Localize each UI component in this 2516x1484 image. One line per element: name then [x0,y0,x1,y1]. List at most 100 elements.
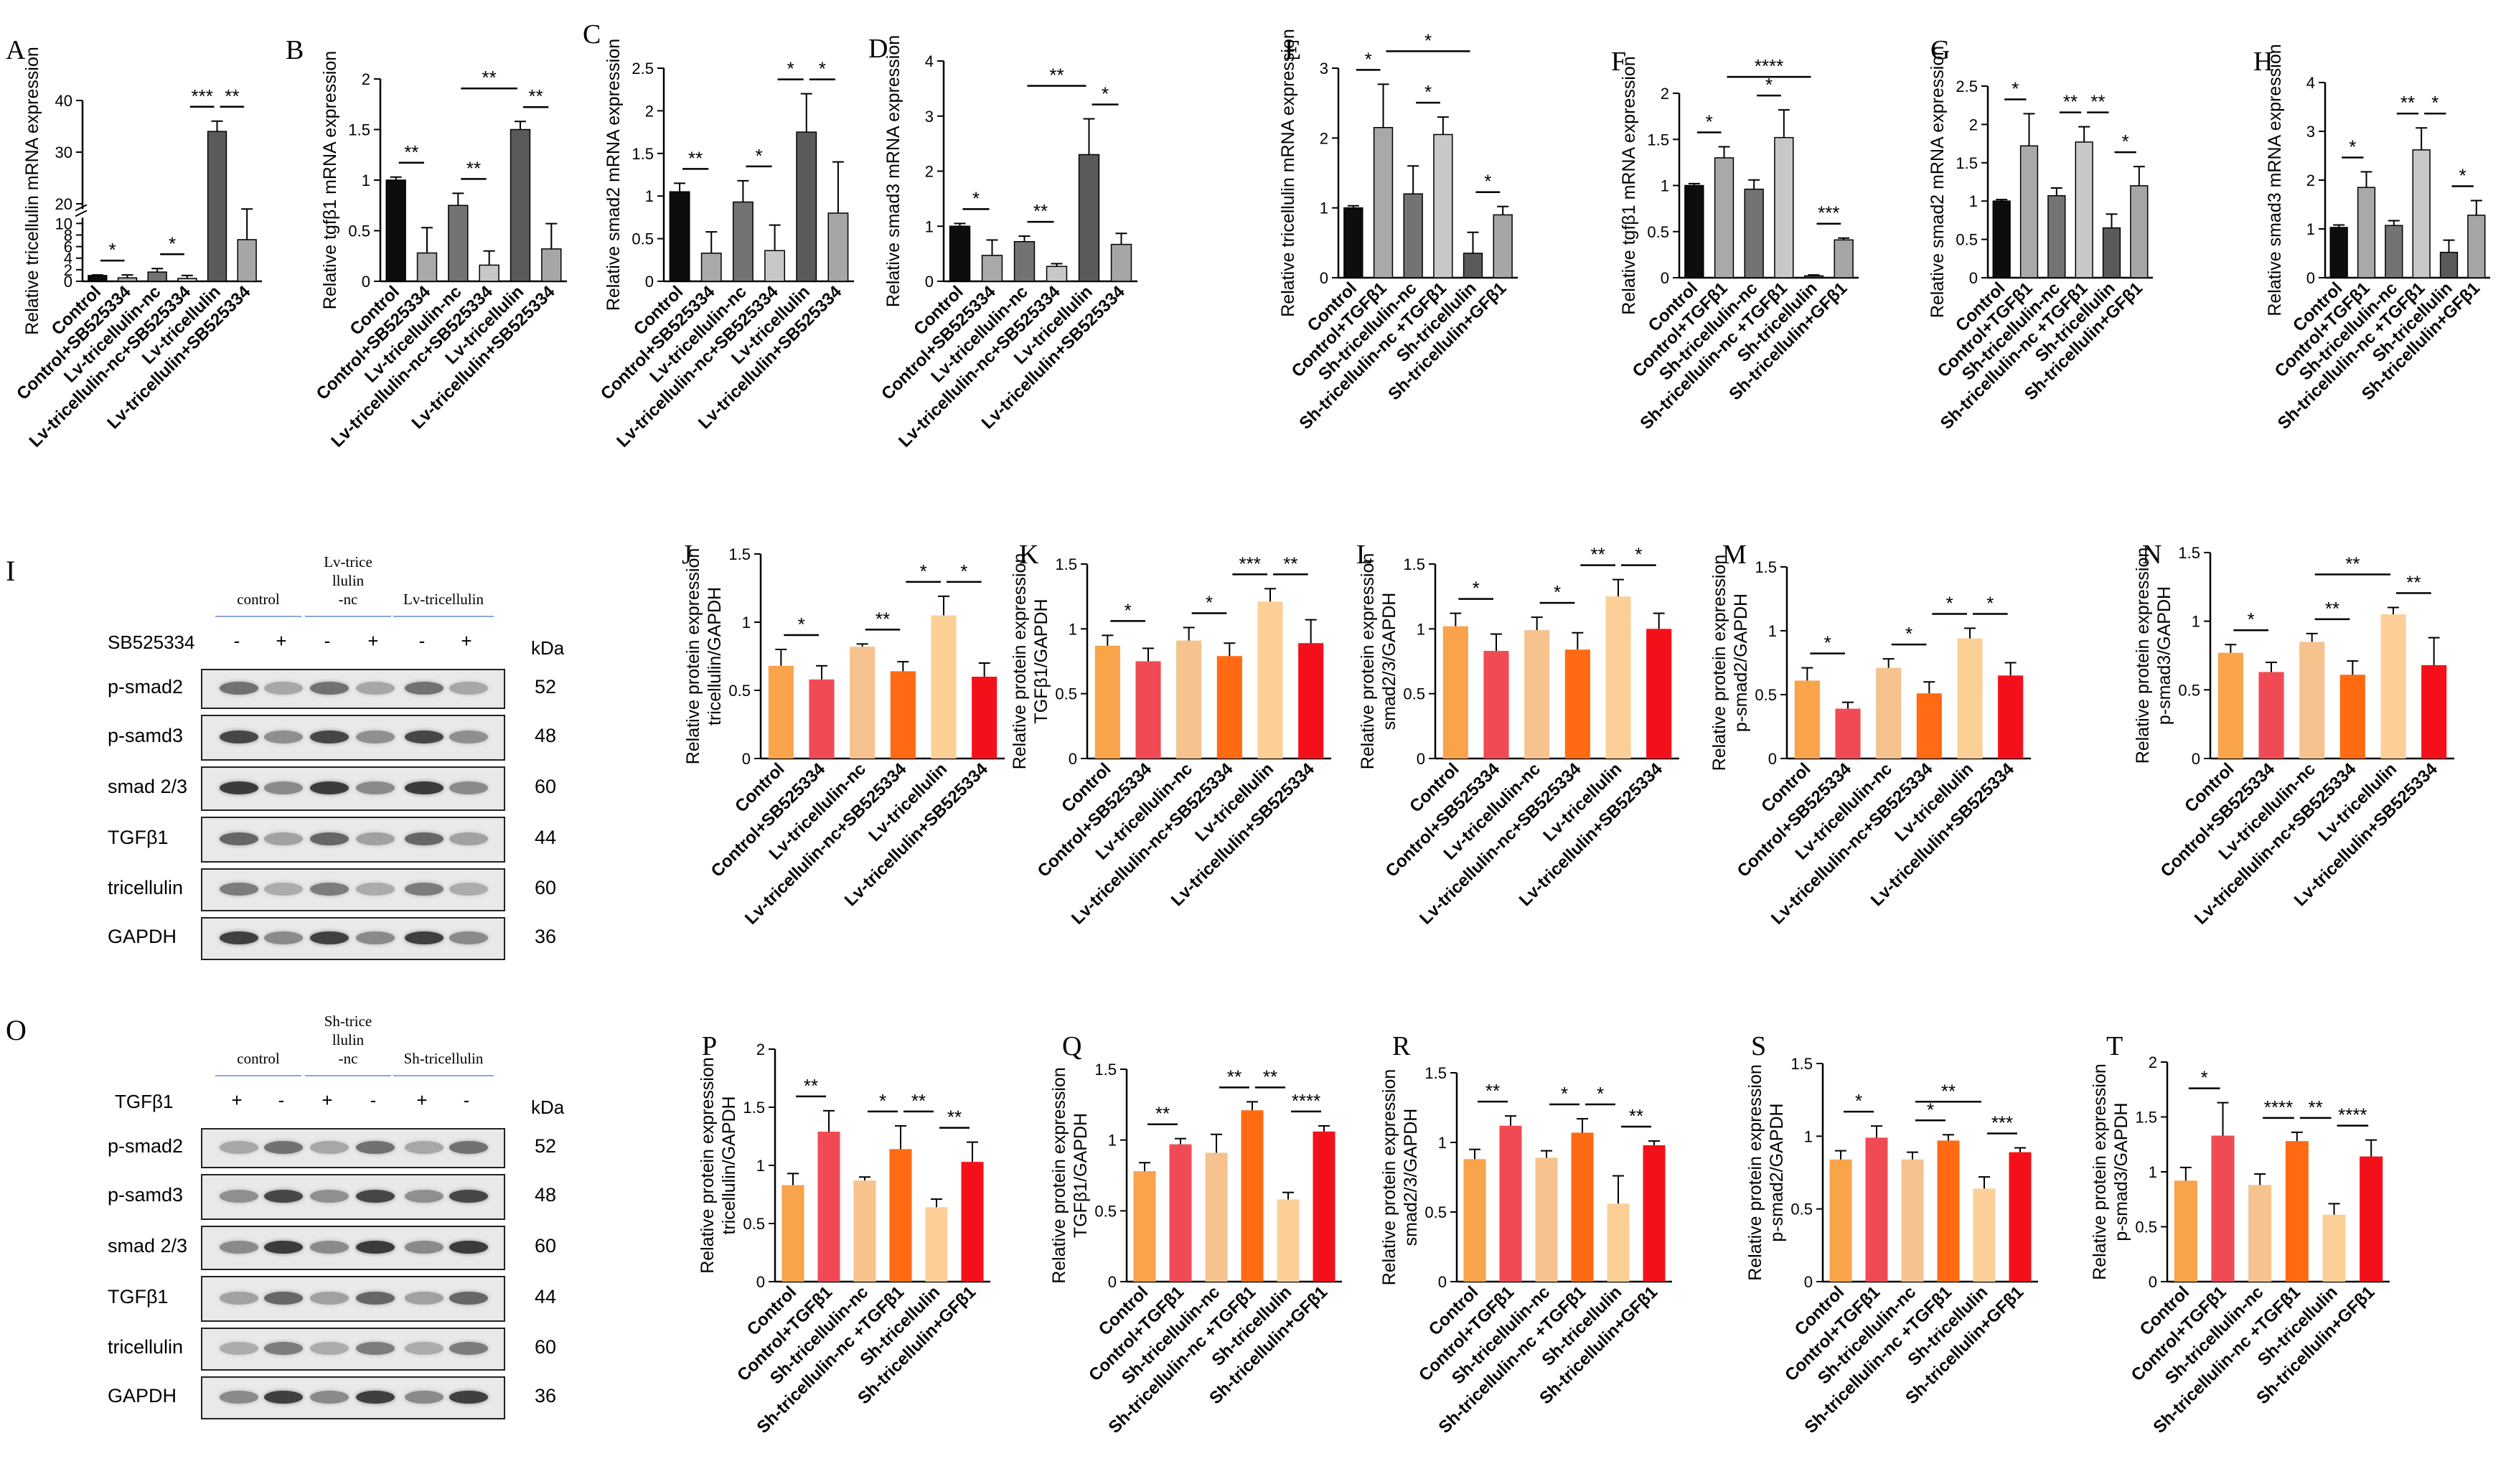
bar [1499,1125,1522,1282]
significance-label: * [1424,81,1432,103]
bar [796,131,817,282]
bar [1094,645,1120,759]
significance-label: * [2349,136,2356,157]
protein-band [310,883,349,896]
blot-row-label: smad 2/3 [108,776,188,797]
group-label-line: -nc [338,591,358,608]
protein-band [264,1141,303,1154]
bar [1133,1171,1156,1282]
bar [972,677,998,759]
y-tick-label: 0 [1069,750,1077,768]
blot-row-kda: 48 [535,1184,557,1206]
group-underline [305,616,391,617]
protein-band [356,1391,395,1404]
y-axis-label: Relative protein expressionp-smad3/GAPDH [2133,548,2174,764]
y-tick-label: 2.5 [1956,78,1978,95]
significance-label: **** [2264,1096,2293,1118]
bar [1744,188,1764,278]
protein-band [405,781,443,794]
y-axis-label: Relative smad2 mRNA expression [1928,46,1948,318]
significance-label: * [819,58,826,80]
blot-row [201,1376,505,1419]
chart-t: T 0 0.5 1 1.5 2 Relative protein expressionp-s… [2090,1031,2390,1437]
significance-label: *** [1818,202,1839,224]
chart-e: E 0 1 2 3 Relative tricellulin mRNA expressio… [1278,29,1518,433]
panel-letter: F [1611,47,1626,77]
blot-row-kda: 48 [535,725,557,746]
y-tick-label: 0 [1661,269,1669,287]
significance-label: * [1927,1099,1934,1120]
blot-row-label: p-smad2 [108,676,184,698]
y-tick-label: 3 [1320,60,1328,78]
blot-row-kda: 44 [535,1286,557,1307]
significance-label: * [2459,165,2466,187]
blot-row-label: GAPDH [108,1385,177,1406]
y-tick-label: 1 [742,614,751,631]
bar [117,277,138,282]
y-tick-label: 0.5 [1424,1203,1447,1221]
y-tick-label: 1.5 [1403,555,1425,573]
protein-band [405,1391,443,1404]
bar [2439,251,2459,278]
bar [2421,664,2447,759]
group-underline [393,616,494,617]
blot-row-label: p-smad2 [108,1135,184,1157]
group-underline [305,1075,391,1076]
significance-label: ** [1591,544,1605,565]
significance-label: ** [404,141,418,163]
panel-letter: N [2142,540,2161,570]
group-label-line: control [237,591,280,608]
y-tick-label: 1 [1108,1132,1117,1150]
significance-label: **** [2338,1104,2367,1126]
y-tick-label: 0.5 [1956,231,1978,249]
kda-header: kDa [531,1096,565,1118]
protein-band [220,781,258,794]
bar [1794,680,1820,759]
y-axis-label: Relative protein expressionsmad2/3/GAPDH [1379,1069,1421,1286]
bar [207,131,227,282]
bar [2412,149,2431,278]
protein-band [220,883,258,896]
bar [1564,649,1590,759]
y-tick-label: 0.5 [348,222,370,240]
y-tick-label: 0 [362,273,370,291]
significance-label: ** [1941,1080,1956,1102]
y-tick-label: 0.5 [2135,1218,2157,1236]
y-tick-label: 4 [64,250,72,268]
significance-label: ** [911,1090,926,1112]
blot-row-label: tricellulin [108,877,184,898]
significance-label: *** [1239,553,1260,574]
protein-band [264,1292,303,1305]
group-label-line: llulin [332,1031,365,1048]
protein-band [264,931,303,944]
significance-label: * [109,239,116,260]
protein-band [264,682,303,695]
bar [1998,675,2024,759]
panel-letter: G [1930,35,1950,65]
bar [147,271,167,282]
y-axis-label: Relative tgfβ1 mRNA expression [320,51,340,309]
significance-label: * [1554,581,1561,603]
group-label-line: llulin [332,572,365,589]
treatment-label: TGFβ1 [115,1091,174,1112]
y-axis-label: Relative smad2 mRNA expression [604,39,624,311]
protein-band [356,682,395,695]
chart-c: C 0 0.5 1 1.5 2 2.5 Relative smad2 mRNA express… [583,19,854,451]
significance-label: ** [804,1075,818,1096]
protein-band [220,1141,258,1154]
y-tick-label: 3 [2306,123,2315,141]
y-axis-label: Relative tgfβ1 mRNA expression [1619,56,1639,314]
blot-row [201,868,505,911]
protein-band [449,1190,488,1203]
group-underline [215,1075,301,1076]
y-axis-label: Relative smad3 mRNA expression [883,35,903,307]
bar [1992,200,2011,278]
bar [1937,1140,1960,1282]
bar [2380,614,2406,759]
bar [1714,157,1735,278]
bar [1829,1159,1852,1282]
